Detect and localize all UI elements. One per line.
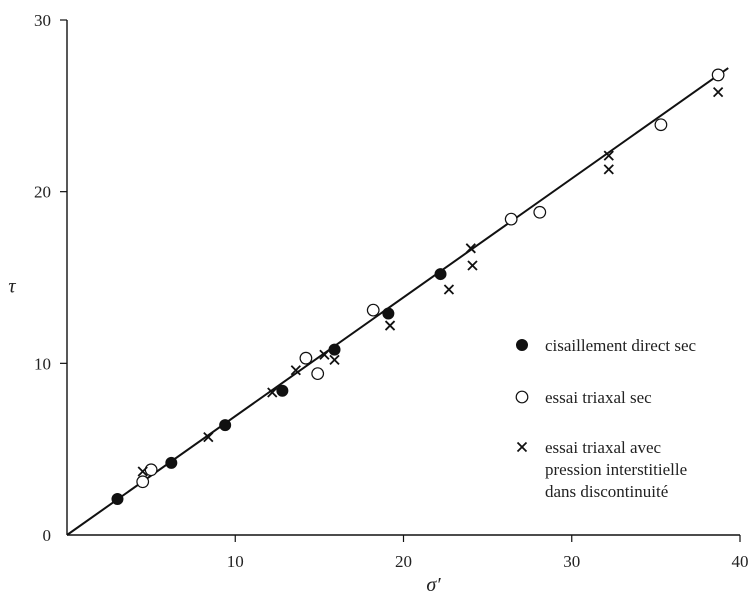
data-point-cross <box>465 243 476 254</box>
data-point-cross <box>467 260 478 271</box>
cross-stroke <box>712 86 724 98</box>
data-point-cross <box>384 320 396 331</box>
x-axis-label: σ′ <box>426 574 441 596</box>
data-point-open-circle <box>366 303 380 317</box>
legend-label-line: pression interstitielle <box>545 460 687 479</box>
data-point-open-circle <box>299 351 313 365</box>
data-point-filled-circle <box>382 307 395 320</box>
data-point-cross <box>603 150 614 161</box>
data-point-open-circle <box>654 118 668 132</box>
cross-stroke <box>290 365 301 376</box>
data-point-filled-circle <box>165 456 178 469</box>
data-point-filled-circle <box>219 419 232 432</box>
x-tick-label: 30 <box>563 552 580 571</box>
data-points <box>111 68 725 505</box>
legend-label: essai triaxal sec <box>545 388 652 407</box>
cross-stroke <box>467 260 478 271</box>
data-point-cross <box>712 86 724 98</box>
data-point-open-circle <box>144 463 158 477</box>
data-point-cross <box>329 354 340 366</box>
cross-stroke <box>384 320 396 331</box>
data-point-open-circle <box>711 68 725 82</box>
cross-stroke <box>516 441 528 453</box>
axes: 10 20 30 40 0 10 20 30 σ′ τ <box>8 11 748 596</box>
cross-stroke <box>137 466 148 477</box>
y-tick-label: 0 <box>43 526 52 545</box>
y-tick-label: 30 <box>34 11 51 30</box>
data-point-open-circle <box>311 367 325 381</box>
legend-marker <box>516 441 528 453</box>
cross-stroke <box>267 387 278 398</box>
data-point-filled-circle <box>111 492 124 505</box>
legend-label-line: essai triaxal sec <box>545 388 652 407</box>
legend-label-line: cisaillement direct sec <box>545 336 696 355</box>
y-axis-label: τ <box>8 276 16 298</box>
cross-stroke <box>329 354 340 366</box>
legend-label-line: dans discontinuité <box>545 482 668 501</box>
data-point-cross <box>267 387 278 398</box>
y-tick-label: 10 <box>34 354 51 373</box>
legend-label: essai triaxal avec pression interstitiell… <box>545 438 687 501</box>
x-tick-label: 40 <box>732 552 749 571</box>
y-tick-label: 20 <box>34 183 51 202</box>
cross-stroke <box>603 150 614 161</box>
data-point-open-circle <box>533 205 547 219</box>
cross-stroke <box>465 243 476 254</box>
data-point-filled-circle <box>276 384 289 397</box>
data-point-cross <box>290 365 301 376</box>
fit-line-group <box>66 67 729 536</box>
data-point-cross <box>443 284 455 295</box>
cross-stroke <box>603 164 614 175</box>
data-point-cross <box>603 164 614 175</box>
data-point-cross <box>319 349 330 360</box>
data-point-filled-circle <box>434 268 447 281</box>
legend: cisaillement direct sec essai triaxal sec… <box>515 336 696 501</box>
data-point-open-circle <box>136 475 150 489</box>
cross-stroke <box>443 284 455 295</box>
data-point-open-circle <box>504 212 518 226</box>
x-tick-label: 20 <box>395 552 412 571</box>
cross-stroke <box>203 432 214 443</box>
x-tick-label: 10 <box>227 552 244 571</box>
legend-marker <box>516 339 528 351</box>
legend-label-line: essai triaxal avec <box>545 438 662 457</box>
data-point-cross <box>203 432 214 443</box>
fit-line <box>66 67 729 536</box>
data-point-cross <box>137 466 148 477</box>
legend-marker <box>515 390 529 404</box>
data-point-filled-circle <box>328 343 341 356</box>
cross-stroke <box>319 349 330 360</box>
legend-label: cisaillement direct sec <box>545 336 696 355</box>
